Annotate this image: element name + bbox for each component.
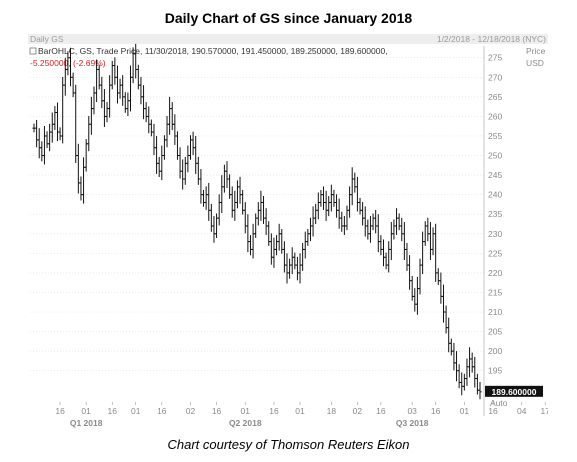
y-tick-label: 205 xyxy=(488,327,502,337)
x-tick-label: 02 xyxy=(353,406,363,416)
x-tick-label: 18 xyxy=(327,406,337,416)
x-tick-label: 03 xyxy=(407,406,417,416)
y-tick-label: 250 xyxy=(488,151,502,161)
last-price-label: 189.600000 xyxy=(492,387,537,397)
ohlc-bars xyxy=(32,43,482,400)
x-tick-label: 01 xyxy=(295,406,305,416)
x-tick-label: 04 xyxy=(517,406,527,416)
y-tick-label: 200 xyxy=(488,346,502,356)
x-tick-label: 16 xyxy=(376,406,386,416)
x-tick-label: 16 xyxy=(431,406,441,416)
y-tick-label: 270 xyxy=(488,72,502,82)
y-tick-label: 260 xyxy=(488,111,502,121)
y-tick-label: 210 xyxy=(488,307,502,317)
y-tick-label: 245 xyxy=(488,170,502,180)
chart-name: Daily GS xyxy=(30,34,64,44)
x-tick-label: 16 xyxy=(55,406,65,416)
chart-title: Daily Chart of GS since January 2018 xyxy=(164,10,413,26)
x-tick-label: 01 xyxy=(81,406,91,416)
x-tick-label: 02 xyxy=(186,406,196,416)
x-tick-label: 16 xyxy=(269,406,279,416)
quarter-label: Q2 2018 xyxy=(229,418,262,428)
y-tick-label: 235 xyxy=(488,209,502,219)
y-tick-label: 225 xyxy=(488,248,502,258)
y-tick-label: 220 xyxy=(488,268,502,278)
x-axis: 1601160116021601160118021603160116041705… xyxy=(55,402,548,428)
x-tick-label: 16 xyxy=(108,406,118,416)
x-tick-label: 01 xyxy=(241,406,251,416)
x-tick-label: 17 xyxy=(540,406,548,416)
legend-line-1: BarOHLC, GS, Trade Price, 11/30/2018, 19… xyxy=(38,46,388,56)
legend-toggle-icon[interactable] xyxy=(29,47,37,55)
last-price-box xyxy=(485,385,543,397)
chart-area[interactable]: Daily GS 1/2/2018 - 12/18/2018 (NYC) Bar… xyxy=(28,34,548,434)
ohlc-bar xyxy=(478,382,482,400)
y-tick-label: 255 xyxy=(488,131,502,141)
quarter-label: Q3 2018 xyxy=(396,418,429,428)
y-tick-label: 215 xyxy=(488,287,502,297)
price-axis-title: Price xyxy=(526,46,546,56)
x-tick-label: 01 xyxy=(131,406,141,416)
y-axis: 195 200 205 210 215 220 225 230 235 240 245 250 255 2… xyxy=(488,53,502,376)
date-range: 1/2/2018 - 12/18/2018 (NYC) xyxy=(437,34,546,44)
y-tick-label: 195 xyxy=(488,366,502,376)
currency-label: USD xyxy=(526,58,544,68)
quarter-label: Q1 2018 xyxy=(70,418,103,428)
chart-caption: Chart courtesy of Thomson Reuters Eikon xyxy=(167,437,410,452)
x-tick-label: 16 xyxy=(157,406,167,416)
y-tick-label: 230 xyxy=(488,229,502,239)
y-tick-label: 275 xyxy=(488,53,502,63)
ohlc-chart[interactable]: Daily GS 1/2/2018 - 12/18/2018 (NYC) Bar… xyxy=(28,34,548,434)
x-tick-label: 16 xyxy=(212,406,222,416)
y-tick-label: 265 xyxy=(488,92,502,102)
header-bar xyxy=(28,34,548,44)
x-tick-label: 16 xyxy=(488,406,498,416)
y-tick-label: 240 xyxy=(488,190,502,200)
auto-label[interactable]: Auto xyxy=(490,398,508,408)
x-tick-label: 01 xyxy=(460,406,470,416)
